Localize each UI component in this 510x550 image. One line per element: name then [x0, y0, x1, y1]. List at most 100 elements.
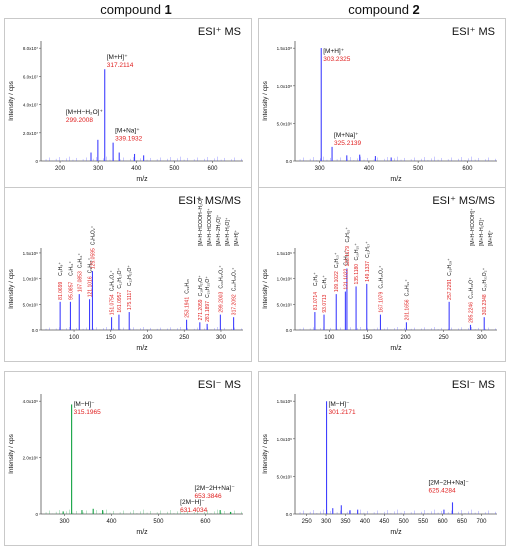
peak-ion-label: C₂₀H₃₁O₂⁺ [482, 267, 488, 291]
fragment-top-label: [M+H−H₂O]⁺ [225, 217, 231, 246]
peak-ion-label: [M+H]⁺ [107, 54, 129, 61]
x-tick-label: 400 [364, 166, 375, 172]
peak-mz-label: 625.4284 [428, 487, 455, 494]
peak-ion-label: C₂₀H₂₉O⁺ [468, 277, 474, 299]
peak-mz-label: 253.1941 [185, 297, 191, 318]
peak-ion-label: [M+Na]⁺ [115, 128, 140, 135]
peak-mz-label: 271.2059 [198, 299, 204, 320]
x-tick-label: 250 [302, 519, 313, 525]
peak-ion-label: C₁₁H₁₇⁺ [365, 241, 371, 258]
panel-compound2-esi-neg-ms: ESI⁻ MS 0.0 5.0x10⁵ 1.0x10⁶ 1.5x10⁶ 250 300 350… [258, 371, 506, 546]
column-title-compound-1: compound 1 [16, 2, 256, 17]
peak-mz-label: 175.1117 [127, 290, 133, 310]
x-tick-label: 500 [399, 519, 410, 525]
peak-ion-label: C₉H₁₁O₂⁺ [110, 270, 116, 291]
peak-ion-label: [M+H−H₂O]⁺ [66, 109, 104, 116]
x-tick-label: 600 [208, 166, 219, 172]
peak-ion-label: C₈H₁₁⁺ [77, 252, 83, 268]
peak-mz-label: 161.0957 [117, 292, 123, 313]
panel-title: ESI⁻ MS [198, 379, 241, 391]
peak-mz-label: 257.2291 [447, 279, 453, 300]
peak-mz-label: 109.1022 [334, 271, 340, 292]
x-tick-label: 300 [59, 519, 70, 525]
y-axis-label: Intensity / cps [8, 268, 15, 308]
y-tick-label: 2.0x10⁷ [23, 131, 39, 136]
x-tick-label: 100 [69, 335, 80, 341]
panel-compound1-esi-pos-msms: ESI⁺ MS/MS 0.0 5.0x10⁵ 1.0x10⁶ 1.5x10⁶ 100 150… [4, 187, 252, 362]
peak-ion-label: C₁₂H₁₅O⁺ [127, 265, 133, 286]
peak-ion-label: C₁₀H₁₅O₂⁺ [378, 265, 384, 289]
y-tick-label: 0.0 [286, 159, 293, 164]
y-axis-label: Intensity / cps [262, 268, 269, 308]
panel-title: ESI⁺ MS/MS [432, 195, 495, 207]
x-tick-label: 400 [106, 519, 117, 525]
peak-ion-label: C₂₀H₂₉O₃⁺ [232, 267, 238, 291]
x-tick-label: 300 [321, 519, 332, 525]
y-tick-label: 1.5x10⁶ [23, 251, 39, 256]
peak-ion-label: C₆H₉⁺ [313, 272, 319, 286]
x-tick-label: 300 [315, 166, 326, 172]
y-tick-label: 1.5x10⁶ [277, 251, 293, 256]
panel-title: ESI⁺ MS/MS [178, 195, 241, 207]
column-title-text: compound [100, 2, 165, 17]
peak-ion-label: [2M−2H+Na]⁻ [428, 479, 469, 486]
peak-ion-label: C₈H₁₃⁺ [334, 252, 340, 268]
peak-mz-label: 125.0595 [90, 248, 96, 269]
column-title-text: compound [348, 2, 413, 17]
peak-ion-label: C₁₉H₂₅ [185, 279, 191, 294]
peak-mz-label: 151.0754 [110, 294, 116, 315]
x-tick-label: 200 [401, 335, 412, 341]
peak-mz-label: 135.1180 [354, 264, 360, 285]
y-tick-label: 5.0x10⁵ [277, 474, 293, 479]
peak-mz-label: 339.1932 [115, 136, 142, 143]
fragment-top-label: [M+H]⁺ [234, 230, 240, 246]
y-tick-label: 5.0x10⁶ [277, 121, 293, 126]
column-title-number: 2 [412, 2, 420, 17]
x-tick-label: 200 [55, 166, 66, 172]
y-tick-label: 2.0x10⁶ [23, 456, 39, 461]
peak-mz-label: 299.2003 [218, 292, 224, 313]
y-tick-label: 1.0x10⁸ [277, 84, 293, 89]
y-tick-label: 0 [35, 512, 38, 517]
peak-ion-label: C₇H₉⁺ [322, 275, 328, 289]
y-axis-label: Intensity / cps [8, 433, 15, 473]
peak-mz-label: 167.1079 [378, 292, 384, 313]
x-tick-label: 300 [93, 166, 104, 172]
x-tick-label: 500 [413, 166, 424, 172]
fragment-top-label: [M+H−H₂O]⁺ [479, 217, 485, 246]
peak-mz-label: 95.0857 [68, 282, 74, 300]
x-tick-label: 500 [153, 519, 164, 525]
chart-svg: ESI⁺ MS/MS 0.0 5.0x10⁵ 1.0x10⁶ 1.5x10⁶ 100 150… [8, 195, 243, 352]
x-tick-label: 100 [324, 335, 335, 341]
chart-svg: ESI⁻ MS 0.0 5.0x10⁵ 1.0x10⁶ 1.5x10⁶ 250 300 350… [262, 379, 497, 536]
peak-ion-label: C₁₁H₁₃O⁺ [117, 267, 123, 288]
peak-mz-label: 317.2114 [107, 62, 134, 69]
column-title-number: 1 [164, 2, 172, 17]
peak-mz-label: 81.0699 [58, 282, 64, 300]
y-tick-label: 8.0x10⁷ [23, 46, 39, 51]
x-tick-label: 300 [477, 335, 488, 341]
y-axis-label: Intensity / cps [8, 80, 15, 120]
peak-mz-label: 121.1022 [343, 268, 349, 289]
x-tick-label: 600 [438, 519, 449, 525]
y-tick-label: 5.0x10⁵ [23, 302, 39, 307]
peak-ion-label: [M−H]⁻ [74, 401, 96, 408]
peak-ion-label: C₂₀H₂₅O⁺ [205, 276, 211, 298]
x-tick-label: 250 [439, 335, 450, 341]
peak-mz-label: 315.1965 [74, 409, 101, 416]
peak-mz-label: 123.1179 [345, 246, 351, 267]
y-tick-label: 4.0x10⁷ [23, 103, 39, 108]
y-tick-label: 0.0 [286, 512, 293, 517]
x-axis-label: m/z [390, 176, 402, 183]
x-tick-label: 150 [362, 335, 373, 341]
chart-svg: ESI⁺ MS 0 2.0x10⁷ 4.0x10⁷ 6.0x10⁷ 8.0x10⁷ 200 3… [8, 26, 243, 183]
peak-mz-label: 301.2171 [329, 409, 356, 416]
x-axis-label: m/z [136, 529, 148, 536]
y-tick-label: 1.0x10⁶ [23, 277, 39, 282]
panel-compound2-esi-pos-ms: ESI⁺ MS 0.0 5.0x10⁶ 1.0x10⁸ 1.5x10⁸ 300 400 500… [258, 18, 506, 193]
x-tick-label: 650 [457, 519, 468, 525]
peak-mz-label: 653.3846 [194, 493, 221, 500]
panel-title: ESI⁺ MS [452, 26, 495, 38]
peak-ion-label: C₁₉H₂₉⁺ [447, 258, 453, 276]
fragment-top-label: [M+H]⁺ [488, 230, 494, 246]
